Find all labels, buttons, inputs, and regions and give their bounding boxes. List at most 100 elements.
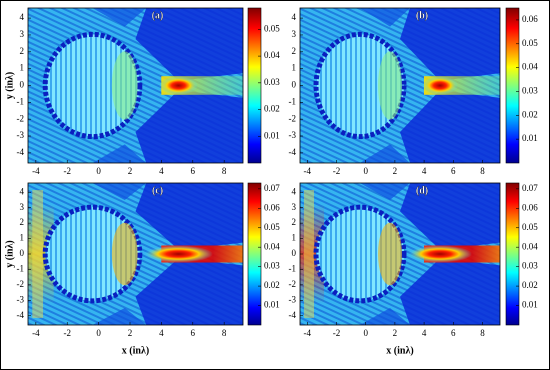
shadow — [92, 8, 147, 27]
shadow — [400, 258, 500, 325]
shadow — [360, 8, 410, 27]
y-tick-label: 0 — [20, 248, 25, 258]
field — [28, 183, 243, 325]
colorbar-tick-label: 0.04 — [522, 241, 538, 251]
colorbar-tick-label: 0.02 — [264, 280, 280, 290]
colorbar — [247, 182, 262, 326]
x-tick-label: 8 — [222, 328, 227, 338]
y-tick-label: 4 — [292, 12, 297, 22]
x-tick-label: 0 — [96, 328, 101, 338]
colorbar — [505, 7, 520, 164]
lens-edge — [111, 222, 138, 286]
x-tick-label: -2 — [333, 328, 341, 338]
x-tick-label: 4 — [159, 328, 164, 338]
colorbar — [505, 182, 520, 326]
x-tick-label: 0 — [96, 166, 101, 176]
x-tick-label: 6 — [191, 328, 196, 338]
panel-label: (a) — [152, 10, 164, 21]
colorbar-tick-label: 0.06 — [264, 202, 280, 212]
colorbar-tick-label: 0.03 — [264, 77, 280, 87]
colorbar-tick-label: 0.05 — [522, 38, 538, 48]
lens-edge — [378, 222, 402, 286]
y-axis-label: y (inλ) — [4, 240, 15, 267]
colorbar-tick-label: 0.03 — [522, 261, 538, 271]
field — [28, 8, 243, 163]
y-tick-label: -3 — [17, 294, 25, 304]
colorbar-tick-label: 0.02 — [522, 109, 538, 119]
y-tick-label: 4 — [20, 12, 25, 22]
colorbar-tick-label: 0.02 — [522, 280, 538, 290]
panel: -4 -2 0 2 4 6 8 -4 -3 -2 -1 0 1 2 3 4 (c) x (inλ) y (inλ) 0… — [4, 182, 280, 356]
y-tick-label: 3 — [292, 29, 297, 39]
shadow — [360, 307, 410, 325]
x-tick-label: -2 — [63, 166, 71, 176]
shadow — [400, 8, 500, 81]
x-tick-label: 2 — [393, 328, 398, 338]
y-tick-label: -1 — [289, 96, 297, 106]
y-tick-label: -3 — [289, 130, 297, 140]
x-tick-label: 6 — [191, 166, 196, 176]
hotspot — [422, 76, 458, 95]
lens — [42, 204, 143, 304]
field — [300, 8, 500, 163]
y-tick-label: -2 — [17, 113, 25, 123]
colorbar-tick-label: 0.01 — [522, 133, 538, 143]
field — [300, 183, 500, 325]
colorbar-tick-label: 0.01 — [264, 130, 280, 140]
colorbar-tick-label: 0.05 — [264, 23, 280, 33]
y-tick-label: 0 — [292, 80, 297, 90]
x-tick-label: -4 — [32, 166, 40, 176]
y-tick-label: -1 — [289, 263, 297, 273]
x-tick-label: 4 — [422, 328, 427, 338]
y-tick-label: 1 — [292, 233, 297, 243]
y-tick-label: -2 — [17, 279, 25, 289]
y-tick-label: 2 — [292, 217, 297, 227]
y-tick-label: 2 — [20, 217, 25, 227]
colorbar-tick-label: 0.05 — [264, 222, 280, 232]
y-tick-label: -4 — [289, 147, 297, 157]
shadow — [135, 183, 243, 250]
x-tick-label: 8 — [222, 166, 227, 176]
x-tick-label: 2 — [128, 166, 133, 176]
colorbar-tick-label: 0.01 — [522, 300, 538, 310]
y-tick-label: 0 — [20, 80, 25, 90]
y-tick-label: 3 — [20, 29, 25, 39]
y-tick-label: -2 — [289, 113, 297, 123]
colorbar-tick-label: 0.07 — [264, 183, 280, 193]
panel: -4 -2 0 2 4 6 8 -4 -3 -2 -1 0 1 2 3 4 (a) y (inλ) 0.01 0.02… — [4, 7, 280, 176]
shadow — [135, 258, 243, 325]
x-tick-label: 6 — [451, 166, 456, 176]
x-axis-label: x (inλ) — [386, 345, 413, 356]
colorbar-tick-label: 0.03 — [264, 261, 280, 271]
y-tick-label: 3 — [292, 202, 297, 212]
y-tick-label: 2 — [292, 46, 297, 56]
y-tick-label: 2 — [20, 46, 25, 56]
colorbar-tick-label: 0.04 — [264, 50, 280, 60]
panel-label: (d) — [416, 185, 428, 196]
y-tick-label: 1 — [292, 63, 297, 73]
shadow — [360, 183, 410, 201]
y-tick-label: -3 — [17, 130, 25, 140]
colorbar-tick-label: 0.07 — [522, 183, 538, 193]
y-tick-label: 4 — [292, 186, 297, 196]
x-tick-label: 2 — [128, 328, 133, 338]
lens — [42, 31, 143, 140]
y-tick-label: 1 — [20, 233, 25, 243]
y-tick-label: 0 — [292, 248, 297, 258]
x-tick-label: -4 — [304, 328, 312, 338]
shadow — [135, 8, 243, 81]
panel: -4 -2 0 2 4 6 8 -4 -3 -2 -1 0 1 2 3 4 (d) x (inλ) 0.01 0.02… — [289, 182, 538, 356]
colorbar-tick-label: 0.05 — [522, 222, 538, 232]
x-tick-label: -4 — [32, 328, 40, 338]
x-tick-label: 4 — [422, 166, 427, 176]
hotspot — [408, 245, 472, 263]
shadow — [92, 183, 147, 201]
colorbar-tick-label: 0.03 — [522, 86, 538, 96]
lens-edge — [378, 51, 402, 120]
colorbar-tick-label: 0.01 — [264, 300, 280, 310]
x-tick-label: 4 — [159, 166, 164, 176]
y-tick-label: 3 — [20, 202, 25, 212]
x-tick-label: 0 — [363, 328, 368, 338]
panel-label: (c) — [152, 185, 163, 196]
colorbar — [247, 7, 262, 164]
